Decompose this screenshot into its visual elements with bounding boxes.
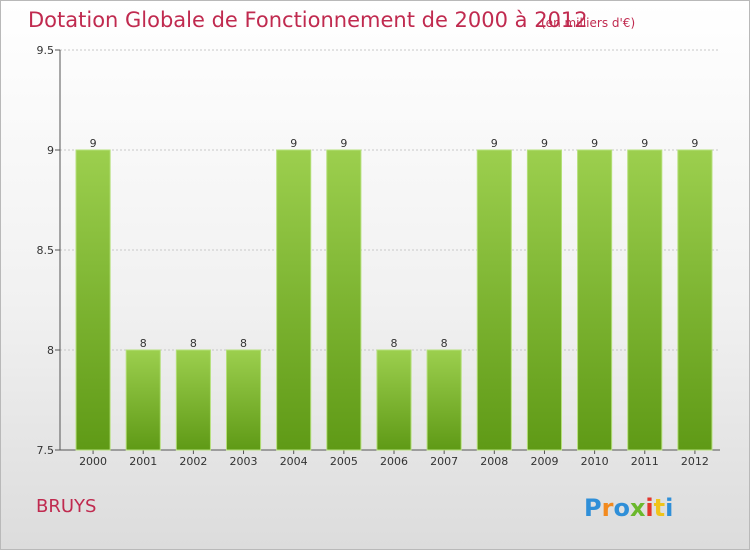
bar-2008[interactable] [476,149,512,451]
x-tick-label-2012: 2012 [681,455,709,468]
bar-2003[interactable] [225,349,262,451]
bar-2011[interactable] [627,149,663,451]
y-tick-label: 8.5 [37,244,55,257]
x-tick-label-2006: 2006 [380,455,408,468]
y-tick-label: 9 [47,144,54,157]
bar-2007[interactable] [426,349,462,451]
x-tick-label-2009: 2009 [530,455,558,468]
proxiti-logo[interactable]: Proxiti [582,488,692,528]
x-tick-label-2002: 2002 [179,455,207,468]
data-label-2008: 9 [491,137,498,150]
data-label-2000: 9 [90,137,97,150]
data-label-2001: 8 [140,337,147,350]
data-label-2012: 9 [691,137,698,150]
labels: 7.5 8 8.5 9 9.5 9 2000 8 2001 8 2002 8 2003 9 2004 9 200… [37,44,709,468]
data-label-2007: 8 [441,337,448,350]
x-tick-label-2010: 2010 [581,455,609,468]
bar-2010[interactable] [577,149,613,451]
bar-2009[interactable] [526,149,563,451]
x-tick-label-2001: 2001 [129,455,157,468]
data-label-2002: 8 [190,337,197,350]
svg-text:Proxiti: Proxiti [584,494,673,522]
bar-2005[interactable] [326,149,362,451]
bar-2002[interactable] [175,349,211,451]
data-label-2010: 9 [591,137,598,150]
x-tick-label-2011: 2011 [631,455,659,468]
x-tick-label-2000: 2000 [79,455,107,468]
y-tick-label: 7.5 [37,444,55,457]
bar-2006[interactable] [376,349,412,451]
data-label-2003: 8 [240,337,247,350]
bars [75,149,713,451]
x-tick-label-2003: 2003 [230,455,258,468]
x-tick-label-2004: 2004 [280,455,308,468]
x-tick-label-2008: 2008 [480,455,508,468]
commune-name: BRUYS [36,496,97,517]
chart-title: Dotation Globale de Fonctionnement de 20… [28,8,588,32]
bar-2001[interactable] [125,349,161,451]
data-label-2005: 9 [340,137,347,150]
bar-2000[interactable] [75,149,111,451]
unit-note: (en milliers d'€) [541,16,636,30]
data-label-2004: 9 [290,137,297,150]
bar-2004[interactable] [276,149,312,451]
data-label-2006: 8 [391,337,398,350]
y-tick-label: 8 [47,344,54,357]
data-label-2011: 9 [641,137,648,150]
y-tick-label: 9.5 [37,44,55,57]
x-tick-label-2005: 2005 [330,455,358,468]
data-label-2009: 9 [541,137,548,150]
x-tick-label-2007: 2007 [430,455,458,468]
bar-2012[interactable] [677,149,713,451]
